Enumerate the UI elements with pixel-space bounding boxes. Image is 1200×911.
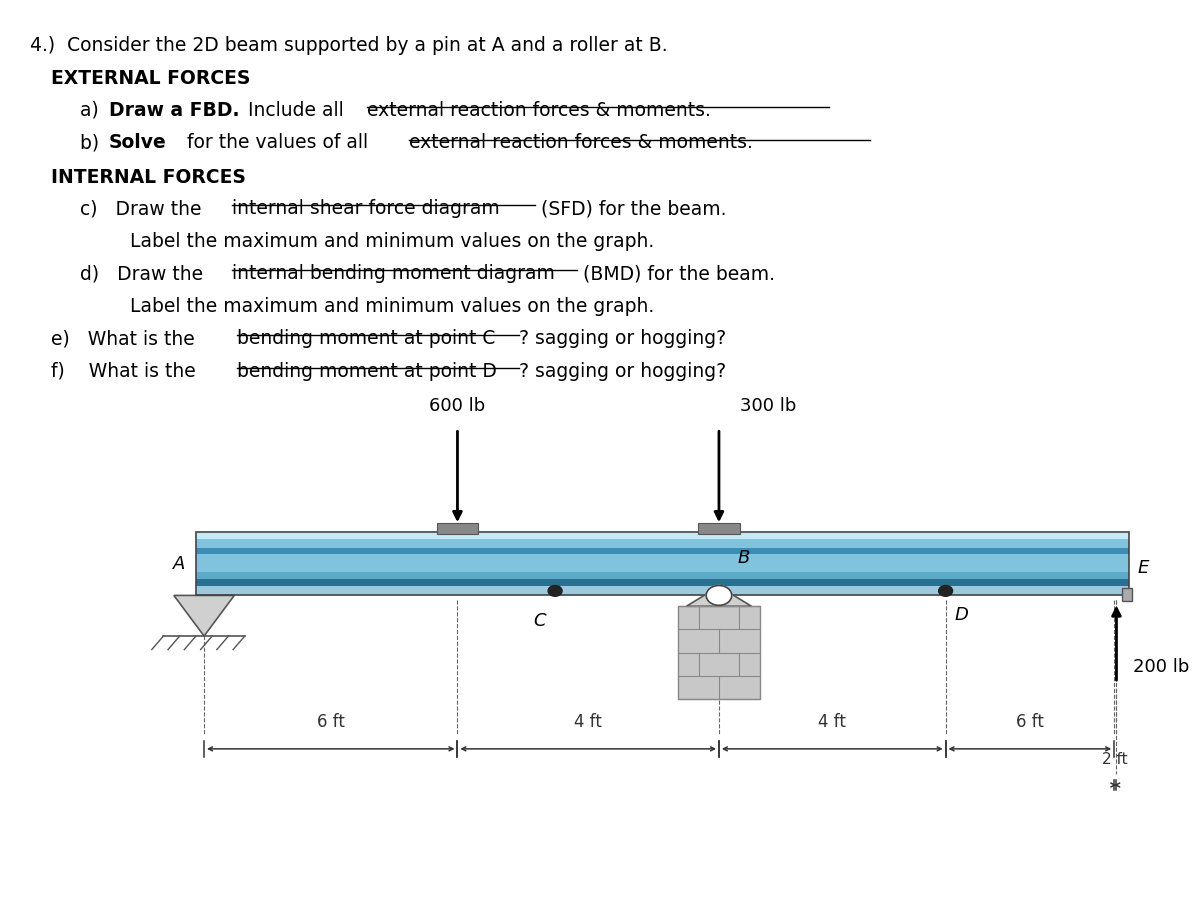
- Text: ? sagging or hogging?: ? sagging or hogging?: [520, 362, 726, 381]
- Bar: [196, 579, 1129, 587]
- Bar: [196, 587, 1129, 596]
- Text: b): b): [79, 133, 110, 152]
- Text: ? sagging or hogging?: ? sagging or hogging?: [520, 329, 726, 348]
- Bar: [196, 572, 1129, 579]
- Text: 4 ft: 4 ft: [818, 712, 846, 731]
- Text: (SFD) for the beam.: (SFD) for the beam.: [535, 200, 727, 218]
- Text: (BMD) for the beam.: (BMD) for the beam.: [577, 264, 775, 283]
- Text: bending moment at point C: bending moment at point C: [236, 329, 494, 348]
- Polygon shape: [174, 596, 234, 636]
- Bar: [196, 548, 1129, 554]
- Text: A: A: [173, 555, 186, 573]
- Text: 4 ft: 4 ft: [575, 712, 602, 731]
- Text: EXTERNAL FORCES: EXTERNAL FORCES: [50, 69, 250, 88]
- Text: 2 ft: 2 ft: [1103, 752, 1128, 767]
- Bar: [678, 606, 760, 700]
- Text: 6 ft: 6 ft: [317, 712, 344, 731]
- Bar: [1122, 589, 1132, 601]
- Circle shape: [938, 586, 953, 597]
- Text: bending moment at point D: bending moment at point D: [236, 362, 497, 381]
- Text: 300 lb: 300 lb: [740, 397, 797, 415]
- Text: e)   What is the: e) What is the: [50, 329, 200, 348]
- Text: C: C: [533, 611, 546, 630]
- Text: Label the maximum and minimum values on the graph.: Label the maximum and minimum values on …: [130, 297, 654, 315]
- Text: INTERNAL FORCES: INTERNAL FORCES: [50, 168, 246, 187]
- Text: internal bending moment diagram: internal bending moment diagram: [232, 264, 554, 283]
- Text: 600 lb: 600 lb: [430, 397, 486, 415]
- Text: 200 lb: 200 lb: [1133, 658, 1189, 676]
- Text: 6 ft: 6 ft: [1016, 712, 1044, 731]
- Bar: [437, 523, 479, 534]
- Text: Solve: Solve: [109, 133, 167, 152]
- Text: d)   Draw the: d) Draw the: [79, 264, 209, 283]
- Circle shape: [548, 586, 562, 597]
- Text: Include all: Include all: [242, 101, 350, 119]
- Polygon shape: [686, 587, 751, 606]
- Text: a): a): [79, 101, 110, 119]
- Text: 4.)  Consider the 2D beam supported by a pin at A and a roller at B.: 4.) Consider the 2D beam supported by a …: [30, 36, 667, 55]
- Bar: [196, 554, 1129, 572]
- Circle shape: [706, 586, 732, 605]
- Text: external reaction forces & moments.: external reaction forces & moments.: [367, 101, 710, 119]
- Text: external reaction forces & moments.: external reaction forces & moments.: [409, 133, 752, 152]
- Bar: [698, 523, 740, 534]
- Text: Draw a FBD.: Draw a FBD.: [109, 101, 239, 119]
- Text: E: E: [1138, 559, 1148, 578]
- Text: Label the maximum and minimum values on the graph.: Label the maximum and minimum values on …: [130, 231, 654, 251]
- Text: B: B: [738, 548, 750, 567]
- Bar: [196, 532, 1129, 596]
- Text: D: D: [955, 606, 968, 624]
- Bar: [196, 532, 1129, 539]
- Text: f)    What is the: f) What is the: [50, 362, 202, 381]
- Text: internal shear force diagram: internal shear force diagram: [232, 200, 499, 218]
- Text: for the values of all: for the values of all: [181, 133, 374, 152]
- Bar: [196, 539, 1129, 548]
- Text: c)   Draw the: c) Draw the: [79, 200, 208, 218]
